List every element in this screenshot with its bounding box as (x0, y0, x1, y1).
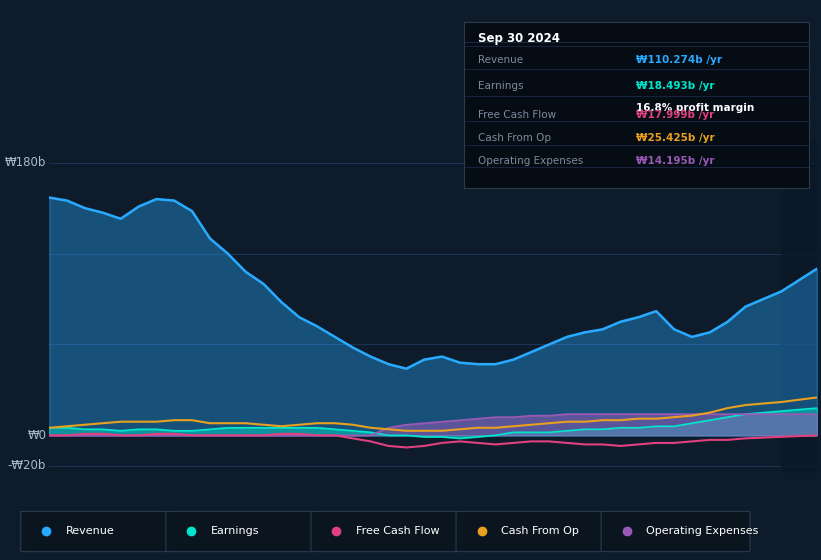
FancyBboxPatch shape (166, 511, 314, 552)
Text: Earnings: Earnings (211, 526, 259, 536)
FancyBboxPatch shape (601, 511, 750, 552)
Text: Free Cash Flow: Free Cash Flow (355, 526, 439, 536)
Text: Operating Expenses: Operating Expenses (646, 526, 759, 536)
Text: ₩17.999b /yr: ₩17.999b /yr (636, 110, 714, 120)
Text: ₩180b: ₩180b (5, 156, 46, 169)
Text: ₩14.195b /yr: ₩14.195b /yr (636, 156, 715, 166)
Text: 16.8% profit margin: 16.8% profit margin (636, 104, 754, 113)
Text: ₩18.493b /yr: ₩18.493b /yr (636, 81, 715, 91)
Text: Sep 30 2024: Sep 30 2024 (478, 32, 560, 45)
Text: Free Cash Flow: Free Cash Flow (478, 110, 556, 120)
Text: ₩0: ₩0 (27, 429, 46, 442)
FancyBboxPatch shape (456, 511, 605, 552)
Text: Revenue: Revenue (66, 526, 114, 536)
Text: -₩20b: -₩20b (8, 459, 46, 472)
Text: Revenue: Revenue (478, 55, 523, 66)
Text: ₩110.274b /yr: ₩110.274b /yr (636, 55, 722, 66)
Text: Earnings: Earnings (478, 81, 523, 91)
Text: Operating Expenses: Operating Expenses (478, 156, 583, 166)
Text: Cash From Op: Cash From Op (478, 133, 551, 143)
FancyBboxPatch shape (21, 511, 170, 552)
Text: Cash From Op: Cash From Op (501, 526, 579, 536)
FancyBboxPatch shape (311, 511, 460, 552)
Text: ₩25.425b /yr: ₩25.425b /yr (636, 133, 715, 143)
Bar (782, 140, 817, 473)
